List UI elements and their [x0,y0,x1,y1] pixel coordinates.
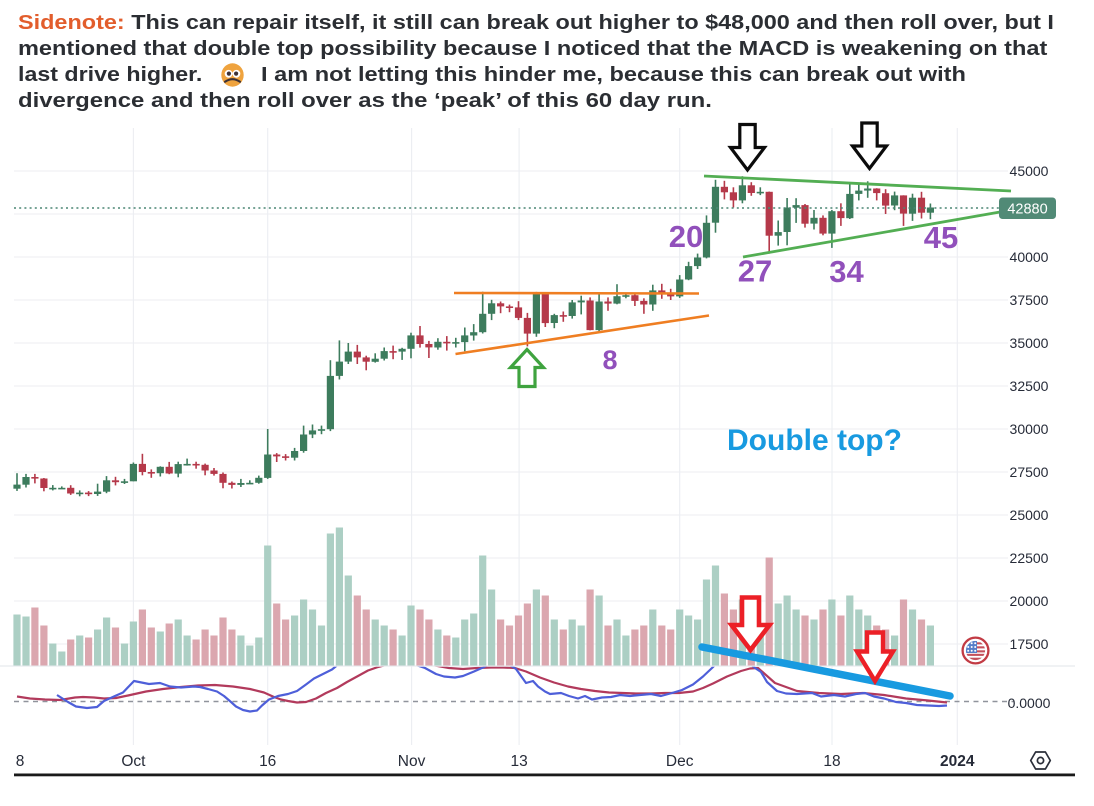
svg-text:Oct: Oct [121,753,146,770]
svg-text:20: 20 [669,219,703,254]
svg-text:30000: 30000 [1010,421,1049,437]
svg-text:40000: 40000 [1010,249,1049,265]
svg-text:Nov: Nov [398,753,426,770]
svg-text:42880: 42880 [1007,202,1047,218]
svg-text:37500: 37500 [1010,292,1049,308]
svg-text:35000: 35000 [1010,335,1049,351]
svg-text:0.0000: 0.0000 [1008,695,1051,711]
svg-text:32500: 32500 [1010,378,1049,394]
svg-text:22500: 22500 [1010,550,1049,566]
svg-text:13: 13 [510,753,527,770]
svg-text:Dec: Dec [666,753,694,770]
svg-text:18: 18 [823,753,840,770]
svg-text:8: 8 [16,753,25,770]
svg-text:20000: 20000 [1010,593,1049,609]
svg-text:45: 45 [924,220,958,255]
svg-text:16: 16 [259,753,276,770]
svg-text:Double top?: Double top? [727,424,902,457]
svg-text:25000: 25000 [1010,507,1049,523]
svg-text:27500: 27500 [1010,464,1049,480]
svg-text:2024: 2024 [940,753,975,770]
svg-text:17500: 17500 [1010,636,1049,652]
svg-text:8: 8 [602,345,617,375]
svg-text:45000: 45000 [1010,163,1049,179]
svg-text:34: 34 [829,254,864,289]
svg-text:27: 27 [738,254,772,289]
